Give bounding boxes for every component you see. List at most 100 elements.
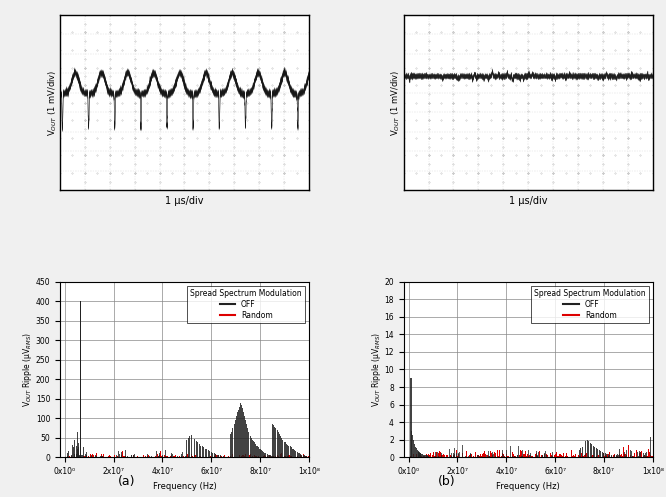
Bar bbox=[614, 455, 615, 457]
Bar bbox=[286, 444, 287, 457]
Bar bbox=[621, 455, 622, 457]
Bar bbox=[162, 455, 163, 457]
Bar bbox=[288, 445, 289, 457]
Bar bbox=[591, 444, 592, 457]
Bar bbox=[291, 447, 292, 457]
Bar bbox=[244, 416, 245, 457]
Bar bbox=[73, 447, 74, 457]
Bar bbox=[231, 432, 232, 457]
Bar bbox=[413, 440, 414, 457]
Bar bbox=[218, 455, 219, 457]
Bar bbox=[240, 403, 241, 457]
Bar bbox=[125, 456, 126, 457]
Bar bbox=[134, 454, 135, 457]
Bar bbox=[79, 455, 80, 457]
Bar bbox=[268, 455, 270, 457]
Bar bbox=[90, 456, 91, 457]
Bar bbox=[282, 440, 284, 457]
Bar bbox=[121, 455, 123, 457]
Bar bbox=[230, 434, 231, 457]
Bar bbox=[189, 436, 190, 457]
Bar bbox=[589, 443, 591, 457]
Bar bbox=[77, 456, 78, 457]
Bar bbox=[250, 438, 252, 457]
Bar bbox=[200, 445, 201, 457]
Bar bbox=[131, 455, 132, 457]
Bar bbox=[67, 456, 68, 457]
Bar bbox=[630, 450, 631, 457]
Bar bbox=[198, 444, 200, 457]
Bar bbox=[424, 455, 425, 457]
Bar bbox=[171, 453, 172, 457]
Bar bbox=[125, 450, 126, 457]
Text: (a): (a) bbox=[118, 475, 135, 488]
Bar bbox=[585, 441, 586, 457]
Bar bbox=[121, 452, 122, 457]
Bar bbox=[254, 442, 255, 457]
Bar bbox=[78, 447, 79, 457]
Bar bbox=[264, 453, 266, 457]
Bar bbox=[191, 434, 192, 457]
Bar bbox=[80, 447, 81, 457]
Bar bbox=[294, 450, 295, 457]
Bar bbox=[416, 448, 417, 457]
Y-axis label: V$_{OUT}$ Ripple (μV$_{RMS}$): V$_{OUT}$ Ripple (μV$_{RMS}$) bbox=[21, 332, 34, 407]
Bar bbox=[114, 455, 115, 457]
Bar bbox=[583, 444, 585, 457]
Bar bbox=[77, 449, 78, 457]
Bar bbox=[278, 432, 279, 457]
Bar bbox=[619, 449, 620, 457]
Bar bbox=[646, 452, 647, 457]
Bar bbox=[608, 454, 609, 457]
Bar bbox=[293, 449, 294, 457]
Bar bbox=[197, 442, 198, 457]
Bar bbox=[421, 454, 422, 457]
Bar bbox=[298, 453, 299, 457]
Bar bbox=[181, 456, 182, 457]
Bar bbox=[256, 445, 257, 457]
Bar bbox=[588, 441, 589, 457]
Bar bbox=[582, 447, 583, 457]
Bar bbox=[266, 454, 268, 457]
Bar bbox=[209, 451, 210, 457]
Bar bbox=[301, 455, 302, 457]
Bar bbox=[149, 456, 150, 457]
Bar bbox=[636, 443, 637, 457]
Bar bbox=[100, 456, 101, 457]
Bar bbox=[81, 455, 82, 457]
Bar bbox=[418, 451, 419, 457]
Bar bbox=[422, 454, 424, 457]
Bar bbox=[609, 455, 611, 457]
Bar bbox=[252, 441, 254, 457]
Bar bbox=[194, 438, 195, 457]
Y-axis label: V$_{OUT}$ Ripple (μV$_{RMS}$): V$_{OUT}$ Ripple (μV$_{RMS}$) bbox=[370, 332, 383, 407]
Bar bbox=[220, 455, 221, 457]
Bar bbox=[185, 456, 186, 457]
Bar bbox=[274, 427, 275, 457]
Bar bbox=[272, 424, 273, 457]
Bar bbox=[597, 449, 598, 457]
Legend: OFF, Random: OFF, Random bbox=[187, 286, 305, 323]
Bar bbox=[75, 446, 77, 457]
Bar bbox=[186, 440, 187, 457]
Bar bbox=[180, 455, 181, 457]
Bar bbox=[302, 455, 304, 457]
Bar bbox=[595, 448, 597, 457]
Bar bbox=[223, 456, 224, 457]
Bar bbox=[159, 452, 160, 457]
Bar bbox=[86, 455, 87, 457]
Bar bbox=[639, 451, 640, 457]
Bar bbox=[292, 449, 293, 457]
Bar bbox=[204, 449, 206, 457]
Bar bbox=[206, 449, 207, 457]
Bar bbox=[181, 454, 182, 457]
Bar bbox=[248, 432, 250, 457]
Bar bbox=[600, 451, 601, 457]
Bar bbox=[212, 453, 213, 457]
Bar bbox=[626, 450, 627, 457]
Bar bbox=[67, 453, 68, 457]
Bar bbox=[236, 413, 238, 457]
Bar bbox=[255, 444, 256, 457]
Bar bbox=[166, 455, 167, 457]
Bar bbox=[428, 456, 429, 457]
